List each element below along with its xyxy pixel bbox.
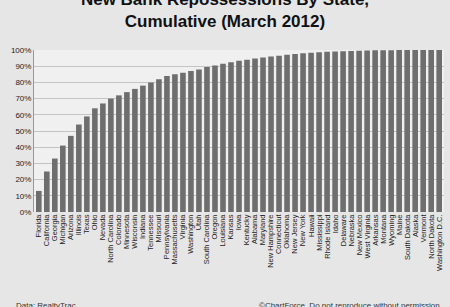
svg-text:Alabama: Alabama: [250, 214, 259, 244]
svg-text:Michigan: Michigan: [58, 215, 67, 245]
svg-text:Georgia: Georgia: [50, 214, 59, 242]
svg-text:Idaho: Idaho: [331, 215, 340, 234]
svg-text:Illinois: Illinois: [74, 214, 83, 235]
svg-text:Louisiana: Louisiana: [218, 214, 227, 247]
svg-text:70%: 70%: [15, 94, 31, 103]
svg-text:Oregon: Oregon: [210, 215, 219, 240]
svg-text:Washington: Washington: [186, 215, 195, 254]
svg-text:Maryland: Maryland: [258, 215, 267, 246]
svg-text:0%: 0%: [20, 208, 32, 217]
svg-text:Tennessee: Tennessee: [146, 215, 155, 251]
svg-text:80%: 80%: [15, 78, 31, 87]
svg-text:90%: 90%: [15, 62, 31, 71]
svg-text:Virginia: Virginia: [178, 214, 187, 240]
svg-text:Iowa: Iowa: [234, 214, 243, 231]
svg-text:California: California: [42, 214, 51, 247]
svg-text:Hawaii: Hawaii: [307, 214, 316, 237]
svg-text:Minnesota: Minnesota: [122, 214, 131, 249]
svg-text:40%: 40%: [15, 143, 31, 152]
svg-text:Maine: Maine: [395, 215, 404, 235]
svg-text:South Dakota: South Dakota: [403, 214, 412, 260]
svg-text:Wisconsin: Wisconsin: [130, 215, 139, 249]
svg-text:New Bank Repossessions By Stat: New Bank Repossessions By State,Cumulati…: [81, 0, 369, 31]
svg-text:Mississippi: Mississippi: [315, 214, 324, 251]
svg-text:Massachusetts: Massachusetts: [170, 214, 179, 264]
svg-text:Rhode Island: Rhode Island: [323, 215, 332, 259]
svg-text:South Carolina: South Carolina: [202, 214, 211, 264]
svg-text:Kansas: Kansas: [226, 214, 235, 239]
svg-text:20%: 20%: [15, 175, 31, 184]
svg-text:100%: 100%: [11, 46, 31, 55]
svg-text:New York: New York: [298, 214, 307, 246]
svg-text:Delaware: Delaware: [339, 215, 348, 247]
svg-text:Pennsylvania: Pennsylvania: [162, 214, 171, 259]
svg-text:New Mexico: New Mexico: [355, 215, 364, 256]
svg-text:30%: 30%: [15, 159, 31, 168]
svg-text:10%: 10%: [15, 192, 31, 201]
svg-text:©ChartForce Do not reproduce: ©ChartForce Do not reproduce without per…: [259, 301, 442, 307]
svg-text:Nevada: Nevada: [98, 214, 107, 241]
svg-text:Utah: Utah: [194, 215, 203, 231]
svg-text:Oklahoma: Oklahoma: [282, 214, 291, 249]
svg-text:60%: 60%: [15, 111, 31, 120]
svg-text:Arkansas: Arkansas: [371, 214, 380, 246]
svg-text:Texas: Texas: [82, 214, 91, 234]
svg-text:Missouri: Missouri: [154, 214, 163, 242]
svg-text:Vermont: Vermont: [419, 214, 428, 243]
svg-text:New Hampshire: New Hampshire: [266, 215, 275, 268]
svg-text:Florida: Florida: [34, 214, 43, 238]
svg-text:North Carolina: North Carolina: [106, 214, 115, 263]
svg-text:Connecticut: Connecticut: [274, 214, 283, 255]
svg-text:Arizona: Arizona: [66, 214, 75, 240]
svg-text:Wyoming: Wyoming: [387, 215, 396, 246]
svg-text:Ohio: Ohio: [90, 215, 99, 231]
svg-text:Nebraska: Nebraska: [347, 214, 356, 247]
svg-text:Montana: Montana: [379, 214, 388, 244]
svg-text:New Jersey: New Jersey: [290, 214, 299, 253]
svg-text:West Virginia: West Virginia: [363, 214, 372, 259]
svg-text:Data: RealtyTrac: Data: RealtyTrac: [16, 301, 76, 307]
svg-text:Washington D.C.: Washington D.C.: [435, 215, 444, 271]
svg-text:Alaska: Alaska: [411, 214, 420, 237]
svg-text:50%: 50%: [15, 127, 31, 136]
svg-text:Colorado: Colorado: [114, 215, 123, 245]
svg-text:Indiana: Indiana: [138, 214, 147, 239]
svg-text:North Dakota: North Dakota: [427, 214, 436, 259]
svg-text:Kentucky: Kentucky: [242, 214, 251, 245]
